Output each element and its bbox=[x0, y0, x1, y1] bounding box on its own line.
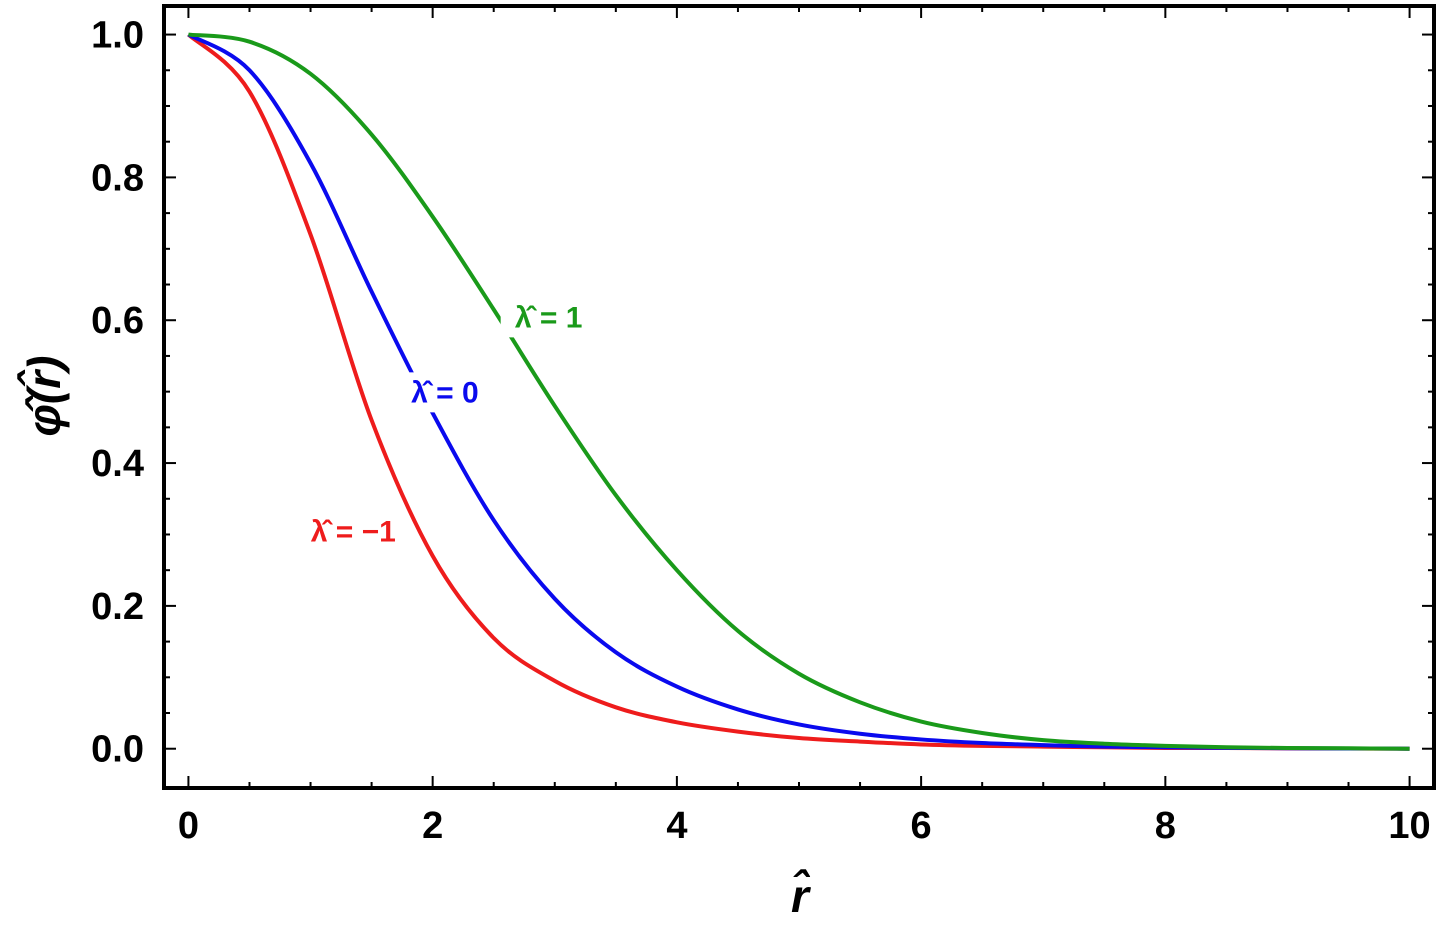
y-tick-label: 0.6 bbox=[91, 300, 144, 342]
annotation-backing bbox=[500, 297, 597, 338]
x-tick-label: 10 bbox=[1388, 805, 1430, 847]
series-line-0 bbox=[187, 33, 1410, 751]
plot-frame bbox=[162, 4, 1436, 790]
annotation-backing bbox=[396, 372, 493, 413]
axis-ticks bbox=[164, 6, 1434, 788]
plot-border bbox=[162, 4, 1436, 790]
annotation-backing bbox=[305, 511, 402, 552]
series-annotation-2: λ̂ = 1 bbox=[515, 301, 583, 334]
series-line-1 bbox=[187, 32, 1410, 751]
x-tick-label: 6 bbox=[911, 805, 932, 847]
x-tick-label: 0 bbox=[178, 805, 199, 847]
y-tick-label: 0.4 bbox=[91, 443, 144, 485]
series-annotations: λ̂ = −1 λ̂ = 0 λ̂ = 1 bbox=[305, 297, 597, 552]
series-annotation-0: λ̂ = −1 bbox=[311, 516, 396, 549]
tick-labels: 0 2 4 6 8 10 0.0 0.2 0.4 0.6 0.8 1.0 bbox=[91, 15, 1431, 847]
series-lines bbox=[187, 32, 1410, 751]
x-axis-label: r̂ bbox=[791, 869, 811, 922]
y-tick-label: 0.2 bbox=[91, 586, 144, 628]
y-tick-label: 0.0 bbox=[91, 729, 144, 771]
y-axis-label: φ̂(r̂) bbox=[17, 356, 70, 437]
x-tick-label: 8 bbox=[1155, 805, 1176, 847]
y-tick-label: 0.8 bbox=[91, 157, 144, 199]
series-annotation-1: λ̂ = 0 bbox=[411, 376, 479, 409]
y-tick-label: 1.0 bbox=[91, 15, 144, 57]
series-line-2 bbox=[188, 32, 1410, 751]
x-tick-label: 4 bbox=[666, 805, 687, 847]
x-tick-label: 2 bbox=[422, 805, 443, 847]
